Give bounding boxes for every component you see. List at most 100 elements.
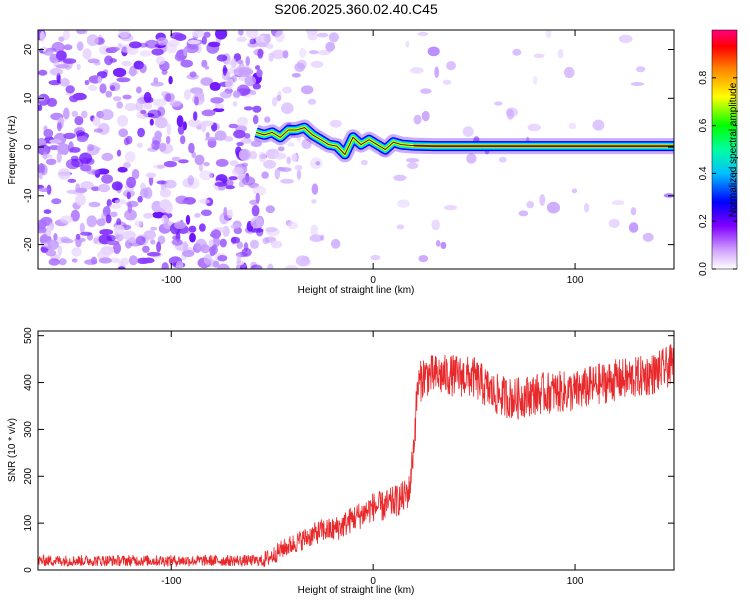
spectrogram-noise-blob: [571, 188, 578, 194]
spectrogram-noise-blob: [630, 82, 645, 86]
spectrogram-y-axis-label: Frequency (Hz): [7, 116, 18, 185]
spectrogram-noise-blob: [62, 30, 70, 41]
spectrogram-noise-blob: [51, 41, 65, 53]
spectrogram-noise-blob: [285, 265, 298, 269]
spectrogram-noise-blob: [174, 221, 186, 230]
spectrogram-noise-blob: [134, 220, 143, 228]
spectrogram-noise-blob: [204, 65, 209, 70]
spectrogram-noise-blob: [250, 264, 263, 269]
spectrogram-noise-blob: [421, 110, 430, 122]
spectrogram-noise-blob: [49, 68, 63, 76]
spectrogram-noise-blob: [39, 30, 46, 42]
spectrogram-noise-blob: [263, 159, 276, 169]
spectrogram-noise-blob: [230, 58, 236, 69]
spectrogram-noise-blob: [276, 94, 282, 102]
snr-x-tick-label: 100: [567, 576, 584, 587]
spectrogram-noise-blob: [206, 42, 220, 54]
colorbar-label: Normalized spectral amplitude: [728, 82, 739, 217]
spectrogram-noise-blob: [250, 216, 264, 229]
spectrogram-noise-blob: [410, 67, 424, 74]
spectrogram-noise-blob: [275, 30, 285, 43]
spectrogram-noise-blob: [146, 251, 161, 257]
spectrogram-noise-blob: [214, 102, 220, 108]
spectrogram-noise-blob: [55, 64, 70, 69]
spectrogram-noise-blob: [185, 214, 191, 225]
colorbar-ticks: 0.0 0.2 0.4 0.6 0.8: [698, 70, 737, 276]
spectrogram-noise-blob: [200, 77, 213, 86]
spectrogram-noise-blob: [233, 91, 241, 98]
spectrogram-noise-blob: [317, 32, 329, 38]
colorbar: 0.0 0.2 0.4 0.6 0.8 Normalized spectral ampl…: [698, 29, 739, 276]
spectrogram-noise-blob: [299, 48, 307, 58]
snr-y-tick-label: 0: [23, 567, 34, 573]
spectrogram-noise-blob: [76, 135, 88, 143]
spectrogram-noise-blob: [205, 132, 210, 139]
spectrogram-noise-blob: [282, 50, 289, 59]
spectrogram-noise-blob: [156, 241, 162, 253]
spectrogram-noise-blob: [264, 116, 271, 123]
spectrogram-noise-blob: [245, 56, 250, 67]
spectrogram-noise-blob: [123, 137, 130, 146]
spectrogram-noise-blob: [533, 75, 538, 85]
spectrogram-noise-blob: [76, 30, 86, 35]
spectrogram-noise-blob: [147, 109, 162, 119]
spectrogram-noise-blob: [215, 158, 229, 167]
spectrogram-noise-blob: [79, 222, 85, 234]
spectrogram-noise-blob: [193, 111, 198, 121]
spectrogram-noise-blob: [58, 36, 65, 42]
colorbar-tick-label: 0.0: [698, 262, 709, 276]
spectrogram-noise-blob: [80, 231, 93, 236]
spectrogram-noise-blob: [189, 71, 197, 78]
spectrogram-noise-blob: [116, 149, 122, 157]
spectrogram-noise-blob: [230, 236, 241, 244]
spectrogram-noise-blob: [214, 181, 228, 187]
snr-ticks: -100 0 100 0 100 200 300 400 500: [23, 327, 674, 587]
spectrogram-noise-blob: [117, 266, 126, 269]
snr-series-line: [38, 344, 674, 568]
spectrogram-noise-blob: [187, 175, 194, 186]
spectrogram-noise-blob: [325, 41, 336, 52]
spectrogram-noise-blob: [256, 227, 264, 237]
spectrogram-noise-blob: [494, 101, 503, 106]
spectrogram-noise-blob: [618, 34, 633, 44]
spectrogram-noise-blob: [101, 174, 113, 184]
spectrogram-noise-blob: [286, 156, 292, 165]
spectrogram-noise-blob: [80, 181, 94, 190]
spectrogram-noise-blob: [159, 188, 172, 198]
spectrogram-noise-blob: [628, 222, 639, 233]
spectrogram-noise-blob: [128, 237, 137, 244]
spectrogram-noise-blob: [96, 218, 106, 227]
spectrogram-x-tick-label: -100: [161, 275, 181, 286]
spectrogram-noise-blob: [108, 204, 122, 209]
spectrogram-noise-blob: [82, 48, 92, 60]
spectrogram-noise-blob: [161, 214, 169, 224]
spectrogram-noise-blob: [59, 78, 70, 87]
spectrogram-noise-blob: [137, 127, 146, 138]
spectrogram-noise-blob: [393, 174, 407, 181]
spectrogram-noise-blob: [57, 168, 71, 180]
spectrogram-noise-blob: [43, 209, 52, 214]
spectrogram-noise-blob: [38, 104, 43, 111]
spectrogram-noise-blob: [222, 65, 227, 76]
spectrogram-noise-blob: [60, 236, 70, 243]
spectrogram-noise-blob: [56, 118, 65, 124]
spectrogram-noise-blob: [128, 255, 138, 266]
spectrogram-noise-blob: [583, 203, 590, 213]
spectrogram-x-tick-label: 100: [567, 275, 584, 286]
spectrogram-noise-blob: [152, 211, 165, 219]
spectrogram-noise-blob: [446, 61, 456, 71]
spectrogram-noise-blob: [208, 239, 214, 248]
spectrogram-noise-blob: [79, 93, 87, 100]
spectrogram-noise-blob: [178, 159, 189, 164]
spectrogram-noise-blob: [213, 107, 225, 113]
snr-y-axis-label: SNR (10 * v/v): [7, 418, 18, 482]
spectrogram-noise-blob: [263, 34, 271, 43]
spectrogram-noise-blob: [182, 121, 187, 131]
spectrogram-noise-blob: [80, 164, 92, 172]
spectrogram-noise-blob: [243, 106, 253, 111]
spectrogram-noise-blob: [201, 35, 207, 45]
spectrogram-noise-blob: [262, 237, 270, 245]
spectrogram-noise-blob: [228, 176, 238, 181]
